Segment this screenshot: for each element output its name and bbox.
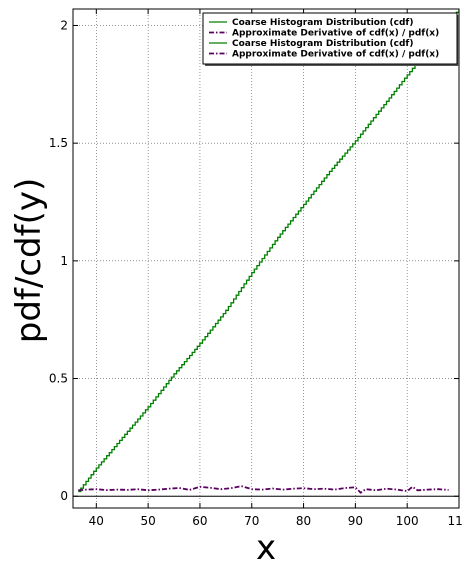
x-tick-label: 90 (348, 514, 363, 528)
cdf-step-line (78, 9, 459, 493)
x-tick-label: 60 (192, 514, 207, 528)
x-tick-label: 100 (396, 514, 419, 528)
y-tick-label: 1.5 (49, 136, 68, 150)
y-tick-label: 2 (60, 18, 68, 32)
y-axis-label: pdf/cdf(y) (9, 178, 49, 343)
legend: Coarse Histogram Distribution (cdf)Appro… (202, 12, 459, 66)
axis-ticks: 40 50 60 70 80 90 100 110 0 0.5 1 1.5 2 (49, 9, 462, 528)
y-tick-label: 0 (60, 489, 68, 503)
y-tick-label: 0.5 (49, 372, 68, 386)
legend-box (202, 12, 458, 65)
legend-entry-label: Coarse Histogram Distribution (cdf) (232, 39, 413, 49)
x-tick-label: 50 (140, 514, 155, 528)
x-tick-label: 70 (244, 514, 259, 528)
pdf-dashdot-line (78, 485, 449, 494)
series-group (78, 9, 459, 494)
x-tick-label: 40 (89, 514, 104, 528)
legend-entry-label: Approximate Derivative of cdf(x) / pdf(x… (232, 29, 439, 39)
legend-entry-label: Approximate Derivative of cdf(x) / pdf(x… (232, 50, 439, 60)
grid (73, 9, 460, 508)
y-tick-label: 1 (60, 254, 68, 268)
legend-entry-label: Coarse Histogram Distribution (cdf) (232, 18, 413, 28)
plot-area-frame (72, 8, 460, 509)
x-tick-label: 80 (296, 514, 311, 528)
x-tick-label: 110 (448, 514, 462, 528)
x-axis-label: x (256, 528, 276, 564)
